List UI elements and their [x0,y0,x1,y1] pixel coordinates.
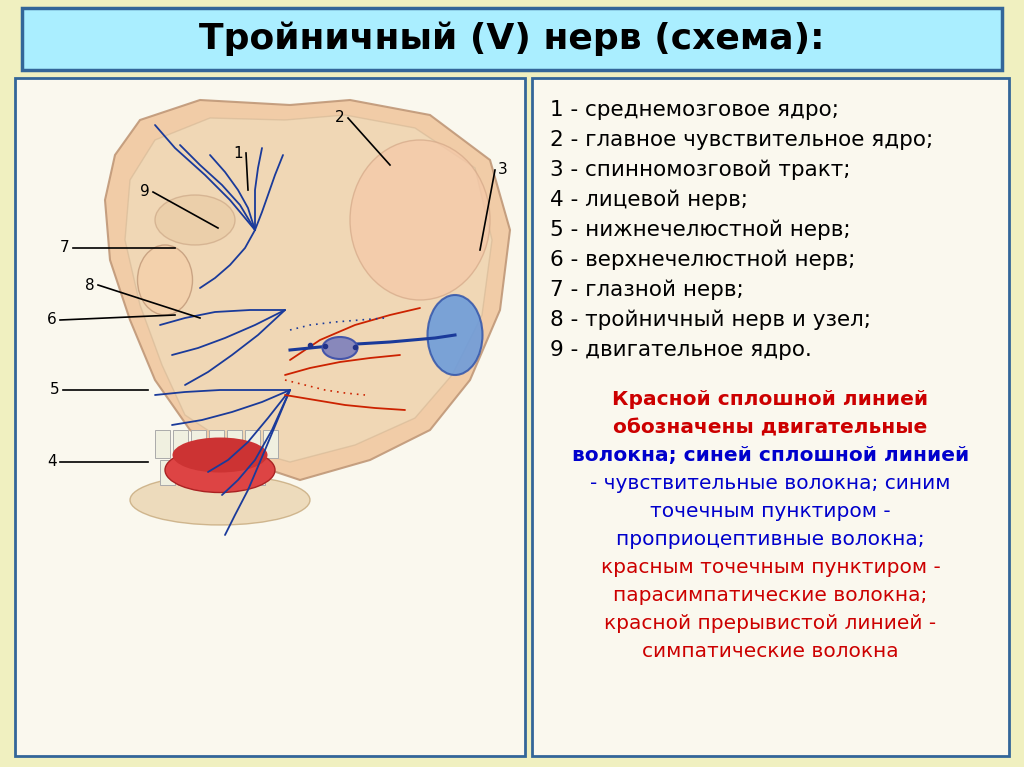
Bar [173,430,188,458]
Ellipse shape [165,447,275,492]
Text: Тройничный (V) нерв (схема):: Тройничный (V) нерв (схема): [200,21,824,56]
Text: парасимпатические волокна;: парасимпатические волокна; [613,586,928,605]
Text: точечным пунктиром -: точечным пунктиром - [650,502,891,521]
Ellipse shape [323,337,357,359]
Text: 9 - двигательное ядро.: 9 - двигательное ядро. [550,340,812,360]
Text: волокна; синей сплошной линией: волокна; синей сплошной линией [571,446,969,465]
Ellipse shape [155,195,234,245]
Bar [191,430,206,458]
Bar [214,460,229,485]
Text: 8: 8 [85,278,95,292]
Bar [263,430,278,458]
Text: 4 - лицевой нерв;: 4 - лицевой нерв; [550,190,748,210]
Text: 7 - глазной нерв;: 7 - глазной нерв; [550,280,743,301]
PathPatch shape [105,100,510,480]
Ellipse shape [427,295,482,375]
Text: красным точечным пунктиром -: красным точечным пунктиром - [601,558,940,577]
Bar [227,430,242,458]
Text: 6: 6 [47,312,57,328]
Text: 3: 3 [498,163,508,177]
Text: проприоцептивные волокна;: проприоцептивные волокна; [616,530,925,549]
Bar [178,460,193,485]
Text: 6 - верхнечелюстной нерв;: 6 - верхнечелюстной нерв; [550,250,855,271]
Ellipse shape [350,140,490,300]
Ellipse shape [137,245,193,315]
Bar [209,430,224,458]
Text: 9: 9 [140,185,150,199]
FancyBboxPatch shape [22,8,1002,70]
Ellipse shape [130,475,310,525]
Text: обозначены двигательные: обозначены двигательные [613,418,928,437]
Text: 5 - нижнечелюстной нерв;: 5 - нижнечелюстной нерв; [550,220,851,241]
Bar [196,460,211,485]
Bar [160,460,175,485]
Text: - чувствительные волокна; синим: - чувствительные волокна; синим [590,474,950,493]
Text: 3 - спинномозговой тракт;: 3 - спинномозговой тракт; [550,160,851,180]
Text: Красной сплошной линией: Красной сплошной линией [612,390,929,409]
Text: симпатические волокна: симпатические волокна [642,642,899,661]
Text: красной прерывистой линией -: красной прерывистой линией - [604,614,937,633]
Text: 4: 4 [47,455,56,469]
Bar [232,460,247,485]
Bar [155,430,170,458]
FancyBboxPatch shape [15,78,525,756]
Bar [250,460,265,485]
Bar [245,430,260,458]
Text: 1 - среднемозговое ядро;: 1 - среднемозговое ядро; [550,100,839,120]
Text: 2 - главное чувствительное ядро;: 2 - главное чувствительное ядро; [550,130,933,150]
PathPatch shape [125,115,492,462]
Text: 7: 7 [60,241,70,255]
Text: 2: 2 [335,110,345,126]
Text: 1: 1 [233,146,243,160]
FancyBboxPatch shape [532,78,1009,756]
Text: 8 - тройничный нерв и узел;: 8 - тройничный нерв и узел; [550,310,871,331]
Text: 5: 5 [50,383,59,397]
Ellipse shape [172,437,267,472]
